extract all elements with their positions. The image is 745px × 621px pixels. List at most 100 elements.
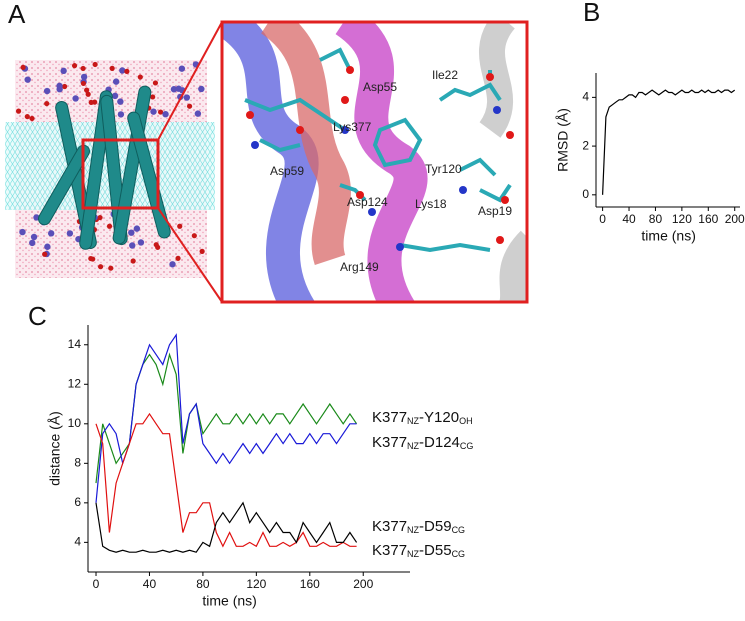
ion <box>97 264 104 270</box>
legend-entry: K377NZ-D124CG <box>372 434 473 451</box>
ion <box>186 103 193 109</box>
residue-label: Lys18 <box>415 197 447 211</box>
ion <box>191 233 197 239</box>
ion <box>150 108 157 115</box>
x-tick-label: 120 <box>672 212 692 226</box>
ion <box>20 64 26 70</box>
x-tick-label: 40 <box>143 577 157 591</box>
ion <box>56 82 63 90</box>
y-axis-title: RMSD (Å) <box>555 108 571 172</box>
ion <box>44 100 50 107</box>
panel-label: B <box>583 0 600 27</box>
ion <box>15 108 22 114</box>
y-tick-label: 8 <box>74 455 81 469</box>
ion <box>109 65 115 71</box>
ion <box>169 261 176 268</box>
ion <box>108 265 114 271</box>
ion <box>124 68 130 74</box>
residue-label: Lys377 <box>333 120 372 134</box>
ion <box>198 85 205 93</box>
ion <box>71 63 78 69</box>
membrane-system <box>5 21 223 303</box>
ion <box>47 230 55 237</box>
x-tick-label: 80 <box>649 212 663 226</box>
ion <box>155 244 161 250</box>
x-tick-label: 160 <box>698 212 718 226</box>
ion <box>183 94 191 101</box>
ion <box>133 225 141 232</box>
ion <box>60 67 67 75</box>
ion <box>88 255 94 262</box>
legend-entry: K377NZ-D59CG <box>372 518 465 535</box>
ion <box>112 78 120 85</box>
ion <box>42 251 48 257</box>
panel-label: A <box>8 0 26 29</box>
ion <box>24 76 31 83</box>
ion <box>170 86 178 93</box>
ion <box>29 239 36 247</box>
ion <box>130 258 136 264</box>
ion <box>84 87 90 93</box>
ion <box>152 80 159 86</box>
y-tick-label: 0 <box>582 187 589 201</box>
y-tick-label: 4 <box>74 535 81 549</box>
ion <box>150 94 156 100</box>
ion <box>137 239 145 246</box>
ion <box>157 109 164 115</box>
residue-label: Tyr120 <box>425 162 462 176</box>
y-tick-label: 4 <box>582 90 589 104</box>
ion <box>119 67 126 74</box>
data-line <box>95 412 357 548</box>
ion <box>88 99 94 106</box>
ion <box>62 83 68 90</box>
y-tick-label: 2 <box>582 138 589 152</box>
x-tick-label: 0 <box>599 212 606 226</box>
ion <box>66 230 74 237</box>
ion <box>106 223 113 229</box>
data-line <box>95 501 358 553</box>
ion <box>43 87 51 95</box>
ion <box>44 243 51 250</box>
legend-entry: K377NZ-D55CG <box>372 542 465 559</box>
x-axis-title: time (ns) <box>202 593 256 609</box>
y-axis-title: distance (Å) <box>47 411 63 486</box>
ion <box>19 228 26 236</box>
y-tick-label: 14 <box>68 337 82 351</box>
residue-label: Arg149 <box>340 260 379 274</box>
ion <box>92 61 98 68</box>
ion <box>29 115 35 122</box>
residue-label: Ile22 <box>432 68 458 82</box>
x-tick-label: 200 <box>725 212 745 226</box>
data-line <box>95 352 358 484</box>
residue-label: Asp19 <box>478 204 512 218</box>
ion <box>175 255 181 261</box>
ion <box>175 85 182 92</box>
ion <box>111 92 119 100</box>
ion <box>137 74 143 80</box>
ion <box>128 229 135 236</box>
residue-label: Asp124 <box>347 195 388 209</box>
ion <box>117 98 124 105</box>
legend-entry: K377NZ-Y120OH <box>372 409 473 426</box>
ion <box>177 223 183 229</box>
ion <box>80 73 88 81</box>
data-line <box>602 89 736 195</box>
ion <box>72 95 79 102</box>
ion <box>30 233 38 241</box>
x-tick-label: 200 <box>353 577 373 591</box>
y-tick-label: 10 <box>68 416 82 430</box>
ion <box>80 65 86 72</box>
ion <box>80 80 87 87</box>
residue-label: Asp59 <box>270 164 304 178</box>
x-tick-label: 40 <box>622 212 636 226</box>
ion <box>178 65 186 72</box>
zoom-view <box>220 20 529 304</box>
ion <box>24 113 30 120</box>
data-line <box>95 333 357 503</box>
ion <box>199 248 205 254</box>
ion <box>194 110 202 117</box>
x-tick-label: 0 <box>93 577 100 591</box>
ion <box>162 110 169 118</box>
residue-label: Asp55 <box>363 80 397 94</box>
